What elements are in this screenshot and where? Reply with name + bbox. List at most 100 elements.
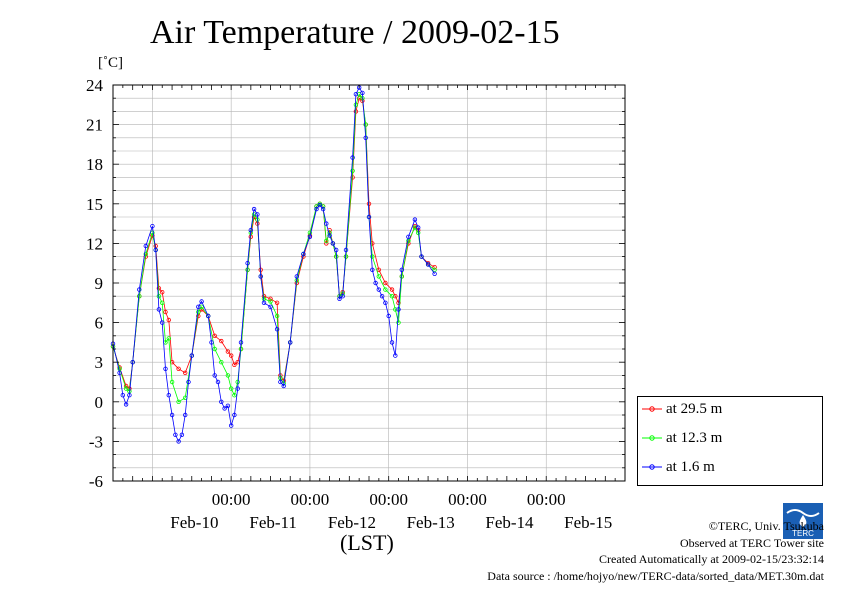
data-point bbox=[219, 338, 224, 344]
data-point bbox=[389, 294, 395, 299]
data-point bbox=[363, 122, 368, 127]
data-point bbox=[163, 309, 168, 315]
data-point bbox=[245, 261, 250, 266]
data-point bbox=[288, 340, 293, 345]
data-point bbox=[232, 393, 237, 398]
x-tick-label: 00:00 bbox=[369, 490, 408, 509]
data-point bbox=[396, 320, 401, 325]
x-axis-label: (LST) bbox=[340, 530, 394, 555]
data-point bbox=[169, 412, 175, 418]
data-point bbox=[235, 386, 240, 391]
series-layer bbox=[110, 85, 437, 444]
x-date-label: Feb-14 bbox=[485, 513, 534, 532]
data-point bbox=[363, 135, 368, 140]
data-point bbox=[324, 238, 329, 243]
data-point bbox=[163, 366, 168, 371]
data-point bbox=[225, 349, 231, 354]
data-point bbox=[173, 432, 178, 437]
data-point bbox=[205, 313, 211, 319]
data-point bbox=[268, 304, 273, 309]
data-point bbox=[176, 399, 181, 404]
legend-item-1-6m: at 1.6 m bbox=[642, 457, 715, 477]
x-tick-label: 00:00 bbox=[527, 490, 566, 509]
data-point bbox=[412, 217, 418, 222]
site-text: Observed at TERC Tower site bbox=[679, 535, 824, 550]
data-point bbox=[320, 206, 326, 212]
data-point bbox=[169, 379, 175, 385]
data-point bbox=[366, 214, 372, 220]
series-line bbox=[112, 86, 435, 443]
data-point bbox=[294, 274, 299, 279]
y-axis-unit-label: [˚C] bbox=[98, 55, 123, 71]
data-point bbox=[137, 287, 142, 292]
data-point bbox=[389, 340, 395, 345]
y-tick-label: 21 bbox=[86, 116, 103, 135]
data-point bbox=[196, 304, 201, 309]
y-tick-label: 12 bbox=[86, 234, 103, 253]
data-point bbox=[268, 299, 273, 304]
y-tick-label: 3 bbox=[95, 353, 104, 372]
data-point bbox=[389, 287, 395, 292]
data-point bbox=[268, 296, 273, 301]
y-tick-label: 18 bbox=[86, 155, 103, 174]
data-point bbox=[228, 423, 234, 428]
series-line bbox=[112, 93, 435, 403]
data-point bbox=[370, 267, 375, 272]
data-point bbox=[182, 412, 188, 418]
y-tick-label: 24 bbox=[86, 76, 104, 95]
data-point bbox=[212, 346, 217, 352]
y-tick-label: -3 bbox=[89, 432, 103, 451]
plot-frame bbox=[112, 84, 626, 482]
data-point bbox=[353, 102, 359, 107]
data-point bbox=[334, 247, 339, 253]
terc-logo-icon: TERC bbox=[783, 503, 823, 539]
data-point bbox=[222, 406, 227, 411]
data-point bbox=[159, 320, 165, 325]
data-point bbox=[425, 262, 431, 267]
x-date-label: Feb-15 bbox=[564, 513, 612, 532]
data-point bbox=[324, 241, 329, 246]
data-point bbox=[117, 370, 122, 375]
logo-text: TERC bbox=[792, 529, 814, 538]
data-point bbox=[196, 309, 201, 315]
data-point bbox=[189, 353, 194, 358]
x-tick-label: 00:00 bbox=[291, 490, 330, 509]
data-point bbox=[212, 373, 217, 378]
data-point bbox=[232, 412, 237, 418]
data-point bbox=[350, 168, 355, 173]
data-point bbox=[123, 402, 129, 407]
created-text: Created Automatically at 2009-02-15/23:3… bbox=[599, 552, 824, 566]
data-point bbox=[432, 265, 437, 270]
data-point bbox=[166, 336, 171, 341]
legend-item-12-3m: at 12.3 m bbox=[642, 428, 722, 448]
x-tick-label: 00:00 bbox=[448, 490, 487, 509]
data-point bbox=[419, 254, 424, 259]
y-tick-label: 0 bbox=[95, 393, 104, 412]
y-tick-label: 9 bbox=[95, 274, 104, 293]
chart-title: Air Temperature / 2009-02-15 bbox=[150, 14, 560, 51]
data-point bbox=[340, 294, 345, 299]
data-point bbox=[123, 386, 129, 391]
y-tick-label: 15 bbox=[86, 195, 103, 214]
data-point bbox=[150, 223, 155, 229]
data-point bbox=[248, 227, 253, 233]
data-point bbox=[261, 300, 267, 305]
data-point bbox=[406, 234, 411, 239]
data-point bbox=[314, 206, 319, 212]
data-point bbox=[219, 360, 224, 365]
data-point bbox=[130, 360, 135, 365]
x-date-label: Feb-11 bbox=[249, 513, 297, 532]
data-point bbox=[209, 340, 214, 345]
data-point bbox=[166, 393, 171, 398]
data-point bbox=[232, 362, 237, 367]
axes: -6 -3 0 3 6 9 12 15 18 21 24 00:00 00:00 00:00 00:00 00… bbox=[86, 76, 626, 532]
data-point bbox=[186, 379, 191, 385]
data-point bbox=[225, 373, 231, 378]
data-point bbox=[330, 241, 336, 246]
legend-swatch-green bbox=[642, 435, 662, 441]
data-point bbox=[156, 307, 162, 312]
copyright-text: ©TERC, Univ. Tsukuba bbox=[708, 519, 824, 533]
data-point bbox=[307, 234, 313, 239]
